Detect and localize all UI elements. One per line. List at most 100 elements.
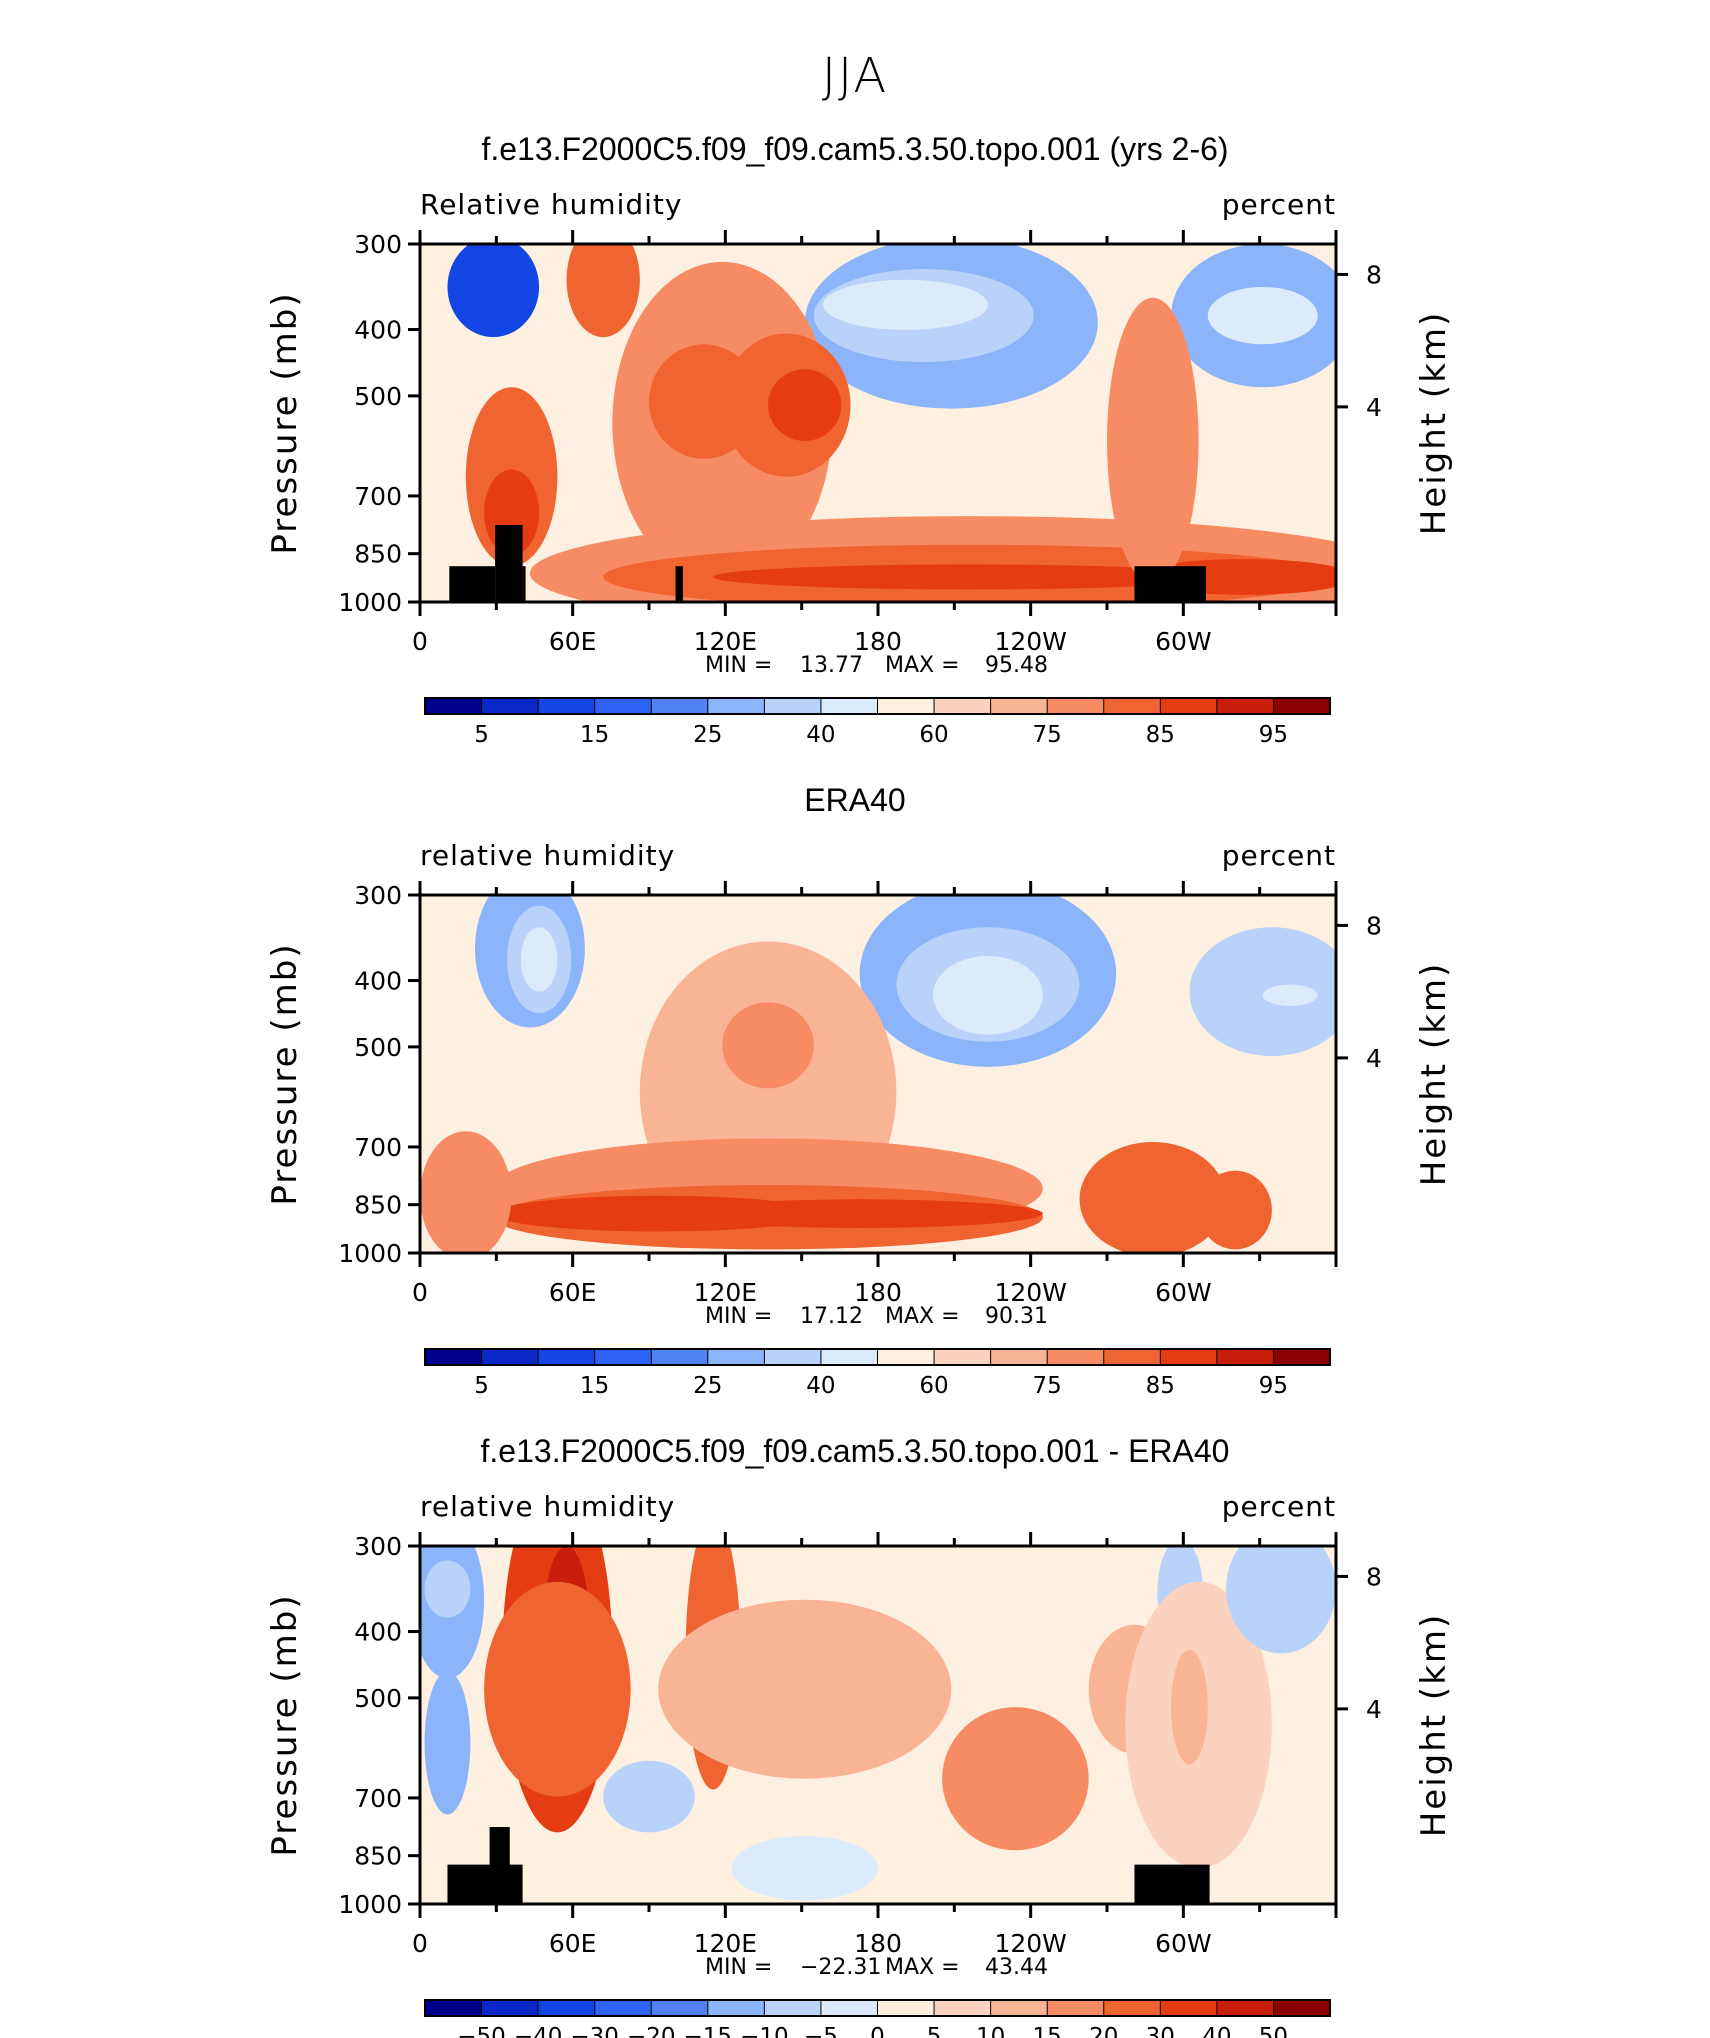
colorbar-label: 40 <box>806 1373 835 1399</box>
panel-title: f.e13.F2000C5.f09_f09.cam5.3.50.topo.001… <box>481 131 1228 167</box>
colorbar-label: −30 <box>570 2024 619 2038</box>
x-tick-label: 120E <box>694 1278 758 1307</box>
colorbar-swatch <box>1103 1348 1162 1366</box>
y-right-axis-label: Height (km) <box>1414 962 1454 1187</box>
y-tick-label: 1000 <box>338 1239 402 1268</box>
colorbar-swatch <box>990 1348 1049 1366</box>
colorbar-swatch <box>820 697 879 715</box>
colorbar-label: −10 <box>740 2024 789 2038</box>
colorbar-swatch <box>650 1348 709 1366</box>
contour-region <box>1262 984 1318 1006</box>
left-string: relative humidity <box>420 839 675 872</box>
colorbar-swatch <box>1272 1348 1331 1366</box>
topography <box>447 1864 496 1904</box>
x-tick-label: 0 <box>412 1278 428 1307</box>
colorbar-swatch <box>820 1999 879 2017</box>
right-string: percent <box>1222 188 1336 221</box>
x-tick-label: 120E <box>694 627 758 656</box>
contour-region <box>942 1707 1089 1851</box>
colorbar-swatch <box>820 1348 879 1366</box>
colorbar-swatch <box>650 1999 709 2017</box>
stats: MIN = 17.12 MAX = 90.31 <box>705 1304 1048 1329</box>
x-tick-label: 180 <box>854 1929 902 1958</box>
y-axis-label: Pressure (mb) <box>265 1593 305 1856</box>
contour-region <box>424 1560 471 1618</box>
topography <box>449 566 496 602</box>
topography <box>522 566 526 602</box>
contour-region <box>1207 286 1318 345</box>
topography <box>495 525 523 602</box>
colorbar-swatch <box>537 1999 596 2017</box>
y-tick-label: 500 <box>354 1033 402 1062</box>
colorbar-label: 10 <box>976 2024 1005 2038</box>
contour-region <box>1107 297 1199 585</box>
colorbar-swatch <box>990 697 1049 715</box>
contour-region <box>713 564 1227 590</box>
colorbar-swatch <box>424 1999 483 2017</box>
colorbar-swatch <box>481 1348 540 1366</box>
colorbar: 5 15 25 40 60 75 85 95 <box>424 1348 1331 1399</box>
y-right-tick-label: 4 <box>1366 1044 1382 1073</box>
contour-region <box>1171 1649 1208 1765</box>
colorbar-swatch <box>933 697 992 715</box>
topography <box>675 566 683 602</box>
contour-region <box>932 955 1043 1035</box>
x-tick-label: 60E <box>549 1929 597 1958</box>
contour-region <box>484 1581 631 1797</box>
colorbar-swatch <box>990 1999 1049 2017</box>
x-tick-label: 60W <box>1155 1278 1212 1307</box>
contour-region <box>722 1002 814 1089</box>
colorbar-frame <box>424 697 1331 715</box>
max-value: 90.31 <box>985 1304 1048 1329</box>
x-tick-label: 0 <box>412 627 428 656</box>
colorbar-swatch <box>481 1999 540 2017</box>
topography <box>1134 566 1206 602</box>
contour-region <box>447 244 540 338</box>
y-tick-label: 400 <box>354 967 402 996</box>
y-axis-label: Pressure (mb) <box>265 291 305 554</box>
x-tick-label: 120E <box>694 1929 758 1958</box>
contour-region <box>823 279 988 330</box>
y-tick-label: 700 <box>354 1784 402 1813</box>
contour-region <box>520 927 558 992</box>
y-tick-label: 1000 <box>338 588 402 617</box>
contour-region <box>1226 1546 1336 1654</box>
contour-region <box>676 1199 1043 1228</box>
colorbar-label: 95 <box>1259 722 1288 748</box>
y-right-tick-label: 4 <box>1366 1695 1382 1724</box>
figure-title: JJA <box>822 48 888 104</box>
colorbar-label: 50 <box>1259 2024 1288 2038</box>
x-tick-label: 120W <box>994 1278 1066 1307</box>
contour-region <box>420 1131 512 1253</box>
max-label: MAX = <box>885 653 960 678</box>
colorbar-swatch <box>1046 1999 1105 2017</box>
colorbar-swatch <box>424 1348 483 1366</box>
contour-region <box>1198 1170 1272 1250</box>
y-tick-label: 300 <box>354 1532 402 1561</box>
y-tick-label: 300 <box>354 881 402 910</box>
colorbar-frame <box>424 1999 1331 2017</box>
colorbar-label: −15 <box>684 2024 733 2038</box>
y-tick-label: 850 <box>354 540 402 569</box>
colorbar-label: −5 <box>804 2024 838 2038</box>
stats: MIN = 13.77 MAX = 95.48 <box>705 653 1048 678</box>
y-tick-label: 300 <box>354 230 402 259</box>
panel-title: ERA40 <box>804 782 905 818</box>
y-right-tick-label: 4 <box>1366 393 1382 422</box>
colorbar-label: 25 <box>693 722 722 748</box>
colorbar-label: 85 <box>1146 1373 1175 1399</box>
colorbar: −50 −40 −30 −20 −15 −10 −5 0 5 10 15 20 30 40 50 <box>424 1999 1331 2038</box>
y-tick-label: 700 <box>354 482 402 511</box>
y-right-tick-label: 8 <box>1366 1562 1382 1591</box>
colorbar-label: 75 <box>1033 722 1062 748</box>
min-label: MIN = <box>705 653 772 678</box>
y-tick-label: 500 <box>354 382 402 411</box>
y-right-axis-label: Height (km) <box>1414 1613 1454 1838</box>
colorbar-label: 95 <box>1259 1373 1288 1399</box>
colorbar-swatch <box>877 697 936 715</box>
colorbar-swatch <box>424 697 483 715</box>
colorbar-label: 15 <box>1033 2024 1062 2038</box>
left-string: relative humidity <box>420 1490 675 1523</box>
max-value: 43.44 <box>985 1955 1048 1980</box>
colorbar-label: 5 <box>927 2024 942 2038</box>
